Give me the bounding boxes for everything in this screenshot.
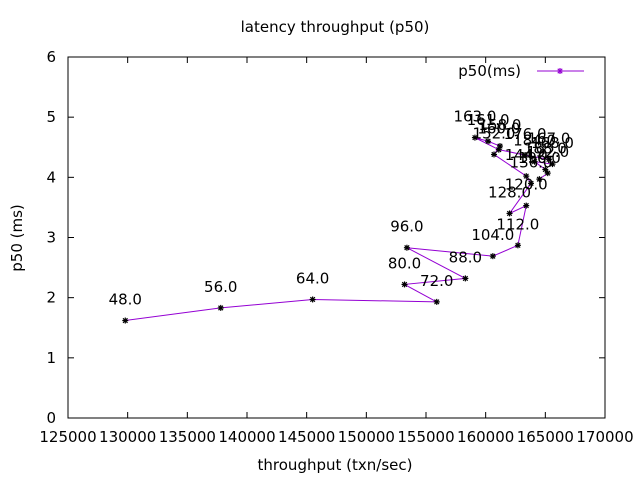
data-point bbox=[531, 158, 538, 165]
data-point bbox=[506, 210, 513, 217]
legend-marker bbox=[557, 68, 563, 74]
x-axis: 125000 130000 135000 140000 145000 150000 1550… bbox=[39, 57, 634, 446]
x-tick-label: 155000 bbox=[397, 428, 454, 446]
data-label: 176.0 bbox=[504, 125, 547, 143]
x-tick-label: 150000 bbox=[338, 428, 395, 446]
data-point bbox=[403, 244, 410, 251]
data-point bbox=[523, 173, 530, 180]
plot-frame bbox=[67, 56, 606, 419]
data-label: 112.0 bbox=[496, 215, 539, 233]
data-point bbox=[536, 176, 543, 183]
x-tick-label: 125000 bbox=[39, 428, 96, 446]
data-point bbox=[549, 161, 556, 168]
data-point bbox=[433, 298, 440, 305]
data-label: 163.0 bbox=[453, 108, 496, 126]
x-tick-label: 130000 bbox=[99, 428, 156, 446]
data-point bbox=[491, 151, 498, 158]
y-tick-label: 3 bbox=[46, 229, 56, 247]
x-tick-label: 170000 bbox=[576, 428, 633, 446]
legend-label: p50(ms) bbox=[458, 62, 521, 80]
data-point bbox=[122, 317, 129, 324]
data-point bbox=[217, 304, 224, 311]
y-tick-label: 4 bbox=[46, 168, 56, 186]
x-tick-label: 160000 bbox=[457, 428, 514, 446]
data-label: 136.0 bbox=[510, 153, 553, 171]
data-label: 161.0 bbox=[467, 111, 510, 129]
data-label: 72.0 bbox=[420, 272, 453, 290]
data-point bbox=[544, 170, 551, 177]
x-tick-label: 135000 bbox=[159, 428, 216, 446]
data-point bbox=[514, 242, 521, 249]
data-label: 48.0 bbox=[109, 291, 142, 309]
data-label: 128.0 bbox=[488, 183, 531, 201]
legend: p50(ms) bbox=[458, 62, 584, 80]
data-point bbox=[545, 156, 552, 163]
data-point bbox=[523, 202, 530, 209]
data-label: 168.0 bbox=[531, 134, 574, 152]
data-point bbox=[528, 180, 535, 187]
data-point bbox=[471, 134, 478, 141]
data-label: 192.0 bbox=[526, 143, 569, 161]
data-point bbox=[309, 296, 316, 303]
data-label: 64.0 bbox=[296, 269, 329, 287]
x-axis-label: throughput (txn/sec) bbox=[258, 456, 413, 474]
data-label: 160.0 bbox=[477, 120, 520, 138]
series-layer bbox=[122, 134, 556, 324]
y-tick-label: 6 bbox=[46, 48, 56, 66]
x-tick-label: 140000 bbox=[218, 428, 275, 446]
data-label: 158.0 bbox=[479, 116, 522, 134]
x-tick-label: 165000 bbox=[517, 428, 574, 446]
data-point bbox=[462, 275, 469, 282]
data-label: 80.0 bbox=[388, 254, 421, 272]
data-point bbox=[495, 146, 502, 153]
chart-title: latency throughput (p50) bbox=[241, 18, 430, 36]
data-label: 167.0 bbox=[527, 129, 570, 147]
data-label: 184.0 bbox=[513, 132, 556, 150]
y-tick-label: 1 bbox=[46, 349, 56, 367]
data-label: 188.0 bbox=[524, 140, 567, 158]
data-point bbox=[401, 281, 408, 288]
y-axis: 0 1 2 3 4 5 6 bbox=[46, 48, 605, 427]
data-label: 56.0 bbox=[204, 278, 237, 296]
data-point bbox=[489, 253, 496, 260]
data-label: 120.0 bbox=[505, 176, 548, 194]
x-tick-label: 145000 bbox=[278, 428, 335, 446]
data-label: 96.0 bbox=[390, 218, 423, 236]
data-label: 88.0 bbox=[449, 248, 482, 266]
data-label: 196.0 bbox=[518, 149, 561, 167]
y-axis-label: p50 (ms) bbox=[8, 204, 26, 272]
y-tick-label: 0 bbox=[46, 409, 56, 427]
data-label: 152.0 bbox=[473, 124, 516, 142]
data-point bbox=[485, 138, 492, 145]
y-tick-label: 5 bbox=[46, 108, 56, 126]
y-tick-label: 2 bbox=[46, 289, 56, 307]
data-label: 104.0 bbox=[471, 226, 514, 244]
data-label: 144.0 bbox=[505, 146, 548, 164]
data-point bbox=[522, 152, 529, 159]
legend-marker-point bbox=[557, 68, 563, 74]
